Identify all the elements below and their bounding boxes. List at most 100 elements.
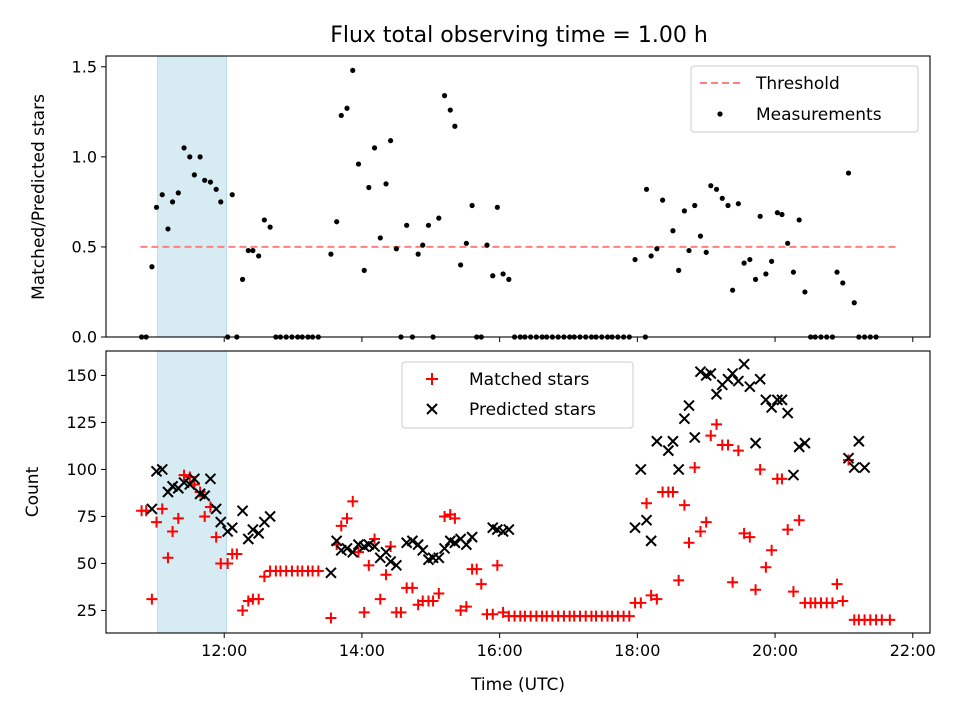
- predicted-star-point: [776, 394, 788, 406]
- predicted-star-point: [188, 473, 201, 485]
- bottom-plot-area: [136, 358, 896, 626]
- measurement-point: [213, 186, 219, 192]
- x-tick-label: 14:00: [339, 641, 385, 660]
- predicted-star-point: [694, 365, 707, 378]
- top-axes-frame: [105, 55, 931, 338]
- measurement-point: [851, 300, 857, 306]
- measurement-point: [149, 264, 155, 270]
- top-panel: 0.0 0.5 1.0 1.5 Matched/Predicted stars Thr…: [29, 55, 931, 347]
- matched-star-point: [210, 531, 222, 543]
- matched-star-point: [258, 571, 270, 583]
- measurement-point: [719, 195, 725, 201]
- predicted-star-point: [678, 412, 691, 425]
- measurement-point: [361, 267, 367, 273]
- bottom-x-axis-label: Time (UTC): [470, 675, 565, 695]
- matched-star-point: [253, 593, 265, 605]
- x-tick-label: 18:00: [614, 641, 660, 660]
- measurement-point: [393, 246, 399, 252]
- measurement-point: [785, 240, 791, 246]
- matched-star-point: [689, 462, 701, 474]
- measurement-point: [175, 190, 181, 196]
- measurement-point: [425, 222, 432, 228]
- predicted-star-point: [204, 473, 217, 485]
- matched-star-point: [683, 537, 695, 549]
- matched-star-point: [760, 561, 772, 573]
- measurement-point: [506, 276, 512, 282]
- y-tick-label: 1.5: [72, 57, 97, 76]
- measurement-point: [708, 183, 714, 189]
- legend-measurements-swatch: [717, 111, 723, 117]
- matched-star-point: [711, 418, 723, 430]
- matched-star-point: [406, 582, 418, 594]
- matched-star-point: [325, 612, 337, 624]
- matched-star-point: [156, 503, 168, 515]
- predicted-star-point: [330, 535, 343, 547]
- measurement-point: [197, 154, 203, 160]
- matched-star-point: [439, 510, 451, 522]
- measurement-point: [256, 253, 262, 259]
- matched-star-point: [363, 559, 375, 571]
- bottom-x-axis: 12:00 14:00 16:00 18:00 20:00 22:00: [201, 633, 936, 660]
- legend-measurements-label: Measurements: [756, 105, 882, 125]
- measurement-point: [229, 192, 235, 198]
- measurement-point: [355, 161, 362, 167]
- matched-star-point: [884, 614, 896, 626]
- chart-title: Flux total observing time = 1.00 h: [330, 23, 708, 48]
- measurement-point: [377, 235, 383, 241]
- measurement-point: [725, 202, 731, 209]
- matched-star-point: [722, 439, 734, 451]
- measurement-point: [790, 269, 797, 275]
- matched-star-point: [776, 473, 788, 485]
- predicted-star-point: [781, 407, 794, 419]
- measurement-point: [463, 240, 469, 246]
- matched-star-point: [172, 512, 184, 524]
- predicted-star-point: [384, 555, 397, 568]
- measurement-point: [469, 202, 475, 209]
- matched-star-point: [667, 486, 679, 498]
- top-legend: Threshold Measurements: [690, 65, 919, 133]
- measurement-point: [334, 219, 340, 225]
- predicted-star-point: [754, 373, 766, 385]
- legend-matched-label: Matched stars: [469, 370, 589, 390]
- y-tick-label: 125: [66, 413, 97, 432]
- measurement-point: [763, 271, 769, 277]
- measurement-point: [703, 249, 709, 255]
- measurement-point: [250, 247, 256, 254]
- measurement-point: [261, 217, 267, 223]
- predicted-star-point: [640, 514, 653, 526]
- predicted-star-point: [793, 441, 805, 453]
- predicted-star-point: [787, 469, 800, 481]
- predicted-star-point: [503, 523, 515, 536]
- matched-star-point: [738, 527, 750, 539]
- measurement-point: [681, 208, 688, 214]
- x-tick-label: 16:00: [477, 641, 523, 660]
- legend-threshold-label: Threshold: [755, 74, 840, 94]
- legend-predicted-label: Predicted stars: [469, 400, 596, 420]
- predicted-star-point: [236, 505, 249, 517]
- predicted-star-point: [705, 367, 717, 380]
- measurement-point: [692, 202, 698, 209]
- matched-star-point: [678, 499, 690, 511]
- matched-star-point: [150, 516, 162, 528]
- bottom-y-axis: 25 50 75 100 125 150: [66, 366, 106, 620]
- matched-star-point: [487, 608, 499, 620]
- measurement-point: [388, 138, 394, 144]
- predicted-star-point: [799, 437, 811, 449]
- predicted-star-point: [341, 542, 353, 555]
- matched-star-point: [673, 574, 685, 586]
- matched-star-point: [455, 604, 467, 616]
- matched-star-point: [199, 510, 211, 522]
- measurement-point: [441, 93, 448, 99]
- matched-star-point: [732, 445, 744, 457]
- measurement-point: [632, 256, 638, 263]
- bottom-panel: 25 50 75 100 125 150 12:00 14:00 16:00 18:00 20:0…: [23, 350, 936, 695]
- matched-star-point: [651, 593, 663, 605]
- predicted-star-point: [651, 435, 663, 447]
- matched-star-point: [754, 463, 766, 475]
- measurement-point: [328, 251, 334, 257]
- measurement-point: [207, 179, 214, 185]
- measurement-point: [741, 260, 747, 266]
- measurement-point: [344, 105, 350, 111]
- predicted-star-point: [853, 435, 865, 447]
